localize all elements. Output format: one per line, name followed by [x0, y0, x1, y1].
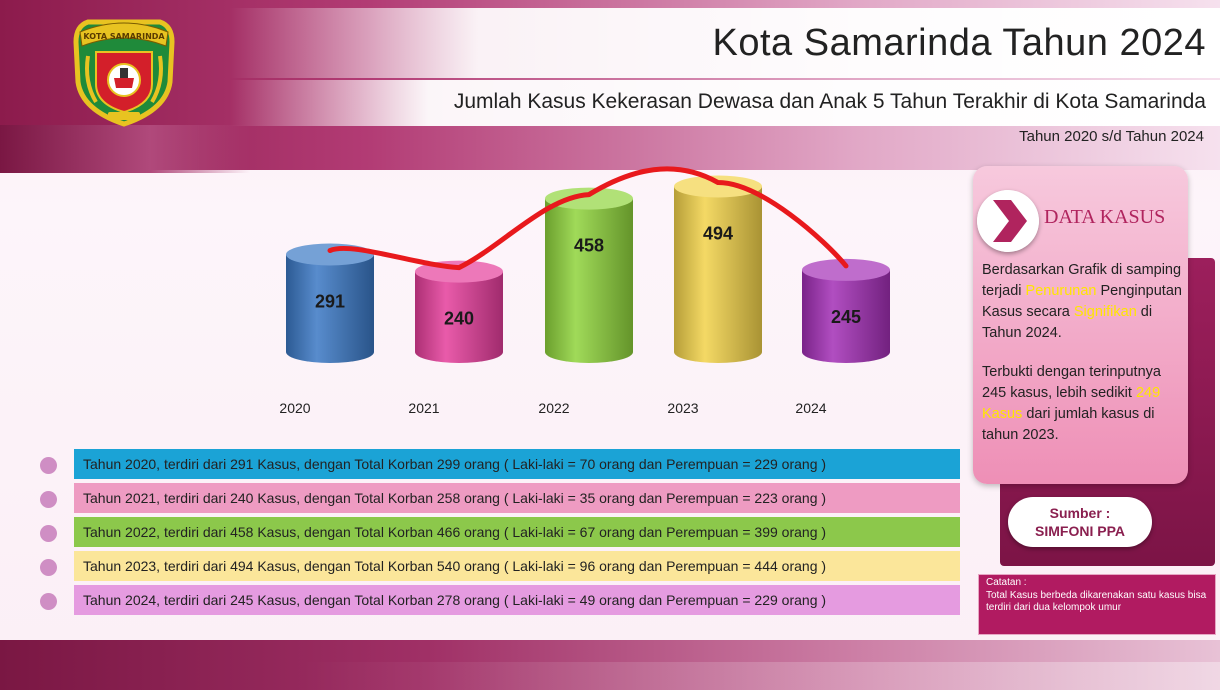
- source-value: SIMFONI PPA: [1035, 523, 1125, 539]
- footer-band: [0, 640, 1220, 690]
- detail-box: Tahun 2024, terdiri dari 245 Kasus, deng…: [74, 585, 960, 615]
- subtitle-band: [230, 80, 1220, 126]
- samarinda-emblem-icon: KOTA SAMARINDA: [73, 19, 175, 127]
- list-item: Tahun 2023, terdiri dari 494 Kasus, deng…: [40, 551, 960, 581]
- source-label: Sumber :: [1049, 505, 1111, 521]
- bullet-icon: [40, 559, 57, 576]
- period-label: Tahun 2020 s/d Tahun 2024: [1019, 128, 1204, 145]
- panel-text-part: Terbukti dengan terinputnya 245 kasus, l…: [982, 364, 1161, 401]
- list-item: Tahun 2024, terdiri dari 245 Kasus, deng…: [40, 585, 960, 615]
- highlight-text: Penurunan: [1025, 283, 1097, 299]
- bullet-icon: [40, 593, 57, 610]
- list-item: Tahun 2022, terdiri dari 458 Kasus, deng…: [40, 517, 960, 547]
- highlight-text: Signifikan: [1073, 304, 1137, 320]
- detail-box: Tahun 2022, terdiri dari 458 Kasus, deng…: [74, 517, 960, 547]
- note-label: Catatan :: [986, 577, 1027, 588]
- chevron-right-icon: [977, 190, 1039, 252]
- source-badge: Sumber : SIMFONI PPA: [1008, 497, 1152, 547]
- note-text: Total Kasus berbeda dikarenakan satu kas…: [986, 589, 1207, 614]
- bullet-icon: [40, 525, 57, 542]
- detail-box: Tahun 2020, terdiri dari 291 Kasus, deng…: [74, 449, 960, 479]
- list-item: Tahun 2021, terdiri dari 240 Kasus, deng…: [40, 483, 960, 513]
- svg-text:KOTA SAMARINDA: KOTA SAMARINDA: [83, 32, 165, 41]
- bullet-icon: [40, 457, 57, 474]
- detail-box: Tahun 2023, terdiri dari 494 Kasus, deng…: [74, 551, 960, 581]
- panel-text-part: Penginputan Kasus secara: [982, 283, 1182, 320]
- note-box: Catatan : Total Kasus berbeda dikarenaka…: [978, 574, 1216, 635]
- panel-paragraph-1: Berdasarkan Grafik di samping terjadi Pe…: [982, 260, 1182, 344]
- list-item: Tahun 2020, terdiri dari 291 Kasus, deng…: [40, 449, 960, 479]
- panel-text-part: di Tahun 2024.: [982, 304, 1153, 341]
- page-subtitle: Jumlah Kasus Kekerasan Dewasa dan Anak 5…: [453, 90, 1206, 113]
- title-band: [230, 8, 1220, 78]
- panel-text-part: dari jumlah kasus di tahun 2023.: [982, 406, 1155, 443]
- page-title: Kota Samarinda Tahun 2024: [712, 22, 1206, 64]
- footer-band-highlight: [300, 662, 1220, 690]
- panel-paragraph-2: Terbukti dengan terinputnya 245 kasus, l…: [982, 362, 1182, 446]
- panel-text-part: Berdasarkan Grafik di samping terjadi: [982, 262, 1182, 299]
- decor-band-left: [0, 125, 250, 173]
- bullet-icon: [40, 491, 57, 508]
- detail-box: Tahun 2021, terdiri dari 240 Kasus, deng…: [74, 483, 960, 513]
- highlight-text: 249 Kasus: [982, 385, 1161, 422]
- panel-heading: DATA KASUS: [1044, 206, 1166, 228]
